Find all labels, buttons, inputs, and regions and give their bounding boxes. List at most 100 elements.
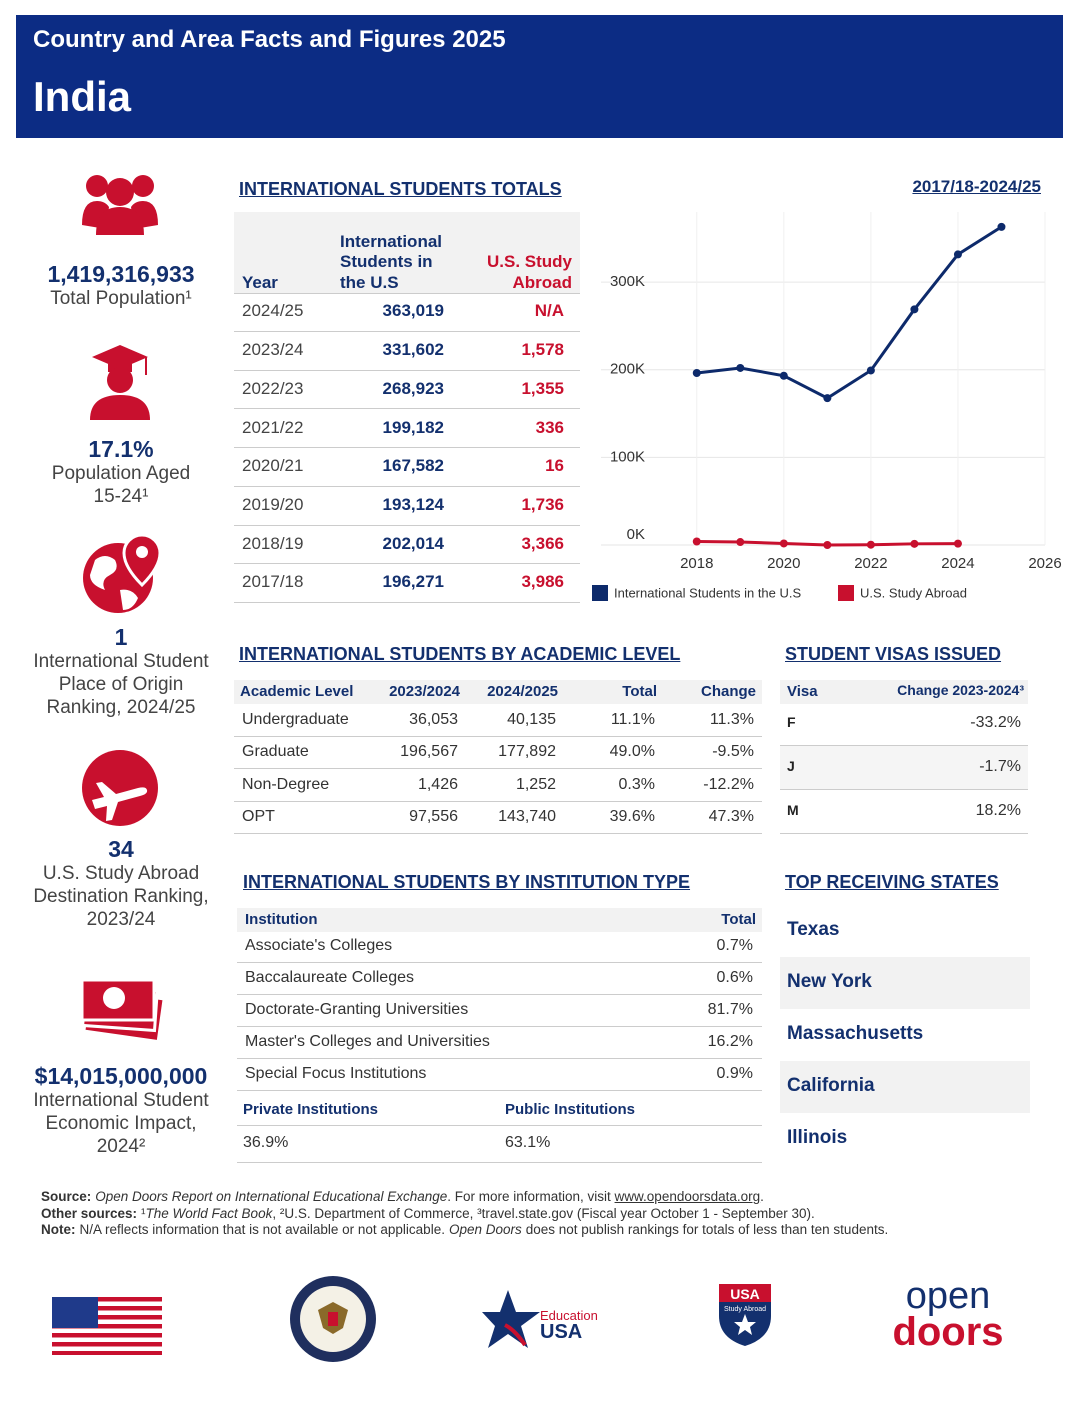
fact-label: Economic Impact, (45, 1113, 197, 1135)
row-divider (237, 1058, 762, 1059)
row-divider (780, 789, 1028, 790)
fact-value: 17.1% (88, 435, 154, 462)
data-point (823, 394, 832, 403)
data-point (866, 366, 875, 375)
cell: 11.1% (610, 711, 655, 729)
footer-other: Other sources: ¹The World Fact Book, ²U.S… (41, 1206, 815, 1221)
cell: Associate's Colleges (245, 937, 393, 955)
cell: Undergraduate (242, 711, 349, 729)
header-title: India (33, 72, 132, 120)
fact-value: $14,015,000,000 (34, 1062, 208, 1089)
cell: 0.3% (618, 775, 655, 793)
cell: Doctorate-Granting Universities (245, 1001, 469, 1019)
cell: 196,567 (400, 743, 458, 761)
state-name: Texas (787, 919, 840, 941)
logo-text: open (906, 1275, 991, 1317)
cell: 16.2% (707, 1033, 753, 1051)
row-bg (780, 1061, 1030, 1113)
row-divider (234, 331, 580, 332)
y-tick-label: 0K (627, 526, 645, 543)
x-tick-label: 2024 (941, 555, 974, 572)
state-seal (290, 1276, 376, 1362)
cell: Non-Degree (242, 775, 330, 793)
row-divider (780, 833, 1028, 834)
cell-year: 2019/20 (242, 494, 304, 514)
cell-value: 1,578 (521, 340, 564, 360)
footer-label: Other sources: (41, 1206, 138, 1221)
footer-text: The World Fact Book (145, 1206, 273, 1221)
section-title: INTERNATIONAL STUDENTS BY INSTITUTION TY… (243, 871, 691, 892)
us-flag (52, 1297, 162, 1355)
cell: 47.3% (708, 807, 754, 825)
cell-value: 199,182 (382, 417, 444, 437)
footer-text: . For more information, visit (447, 1189, 615, 1204)
cell: 49.0% (609, 743, 655, 761)
row-divider (237, 1125, 762, 1126)
column-header: Visa (787, 682, 818, 700)
table-header-bg (234, 212, 580, 293)
section-title: STUDENT VISAS ISSUED (785, 643, 1002, 664)
cell: -1.7% (979, 758, 1021, 776)
legend-label: U.S. Study Abroad (860, 585, 967, 600)
row-divider (234, 832, 762, 834)
row-divider (237, 1162, 762, 1163)
fact-value: 1 (114, 623, 128, 650)
table-header-bg (234, 680, 762, 704)
cell: 81.7% (707, 1001, 753, 1019)
legend-label: International Students in the U.S (614, 585, 802, 600)
cell-year: 2020/21 (242, 456, 304, 476)
row-divider (237, 1026, 762, 1027)
cell-value: 202,014 (382, 533, 444, 553)
data-point (692, 537, 701, 546)
cell-value: 336 (535, 417, 564, 437)
fact-label: U.S. Study Abroad (42, 863, 200, 885)
cell-value: 363,019 (382, 301, 444, 321)
graduate-icon (90, 345, 150, 420)
cell: Baccalaureate Colleges (245, 969, 414, 987)
cell: -12.2% (703, 775, 754, 793)
fact-label: International Student (33, 651, 209, 673)
cell: 39.6% (609, 807, 655, 825)
header-subtitle: Country and Area Facts and Figures 2025 (33, 26, 506, 54)
globe-icon (83, 533, 162, 613)
fact-label: International Student (33, 1090, 209, 1112)
x-tick-label: 2022 (854, 555, 887, 572)
sector-header: Private Institutions (243, 1100, 379, 1118)
state-name: Illinois (787, 1127, 848, 1149)
cell: 0.9% (716, 1065, 753, 1083)
cell-value: 193,124 (382, 494, 444, 514)
column-header: International Students in the U.S (340, 231, 443, 292)
column-header: Total (622, 682, 657, 700)
data-point (736, 538, 745, 547)
x-tick-label: 2026 (1028, 555, 1061, 572)
row-divider (234, 768, 762, 770)
header-band (16, 15, 1063, 138)
cell: 18.2% (975, 802, 1021, 820)
cell-year: 2024/25 (242, 301, 304, 321)
cell: Graduate (242, 743, 309, 761)
data-point (866, 540, 875, 549)
plane-icon (82, 750, 158, 826)
visa-type: F (787, 714, 796, 731)
row-divider (234, 408, 580, 410)
data-point (779, 539, 788, 548)
column-header: 2024/2025 (487, 682, 558, 700)
fact-label: 2023/24 (86, 909, 156, 931)
section-title: INTERNATIONAL STUDENTS BY ACADEMIC LEVEL (239, 643, 681, 664)
footer-link[interactable]: www.opendoorsdata.org (614, 1189, 761, 1204)
fact-label: Destination Ranking, (33, 886, 209, 908)
footer-note: Note: N/A reflects information that is no… (41, 1222, 888, 1237)
money-icon (80, 978, 163, 1040)
column-header: Change (700, 682, 756, 700)
fact-value: 1,419,316,933 (47, 260, 195, 287)
cell: Special Focus Institutions (245, 1065, 427, 1083)
legend-swatch (592, 585, 608, 601)
footer-text: Open Doors (448, 1222, 522, 1237)
footer-text: does not publish rankings for totals of … (525, 1222, 889, 1237)
chart-title: 2017/18-2024/25 (912, 177, 1041, 197)
cell: 143,740 (498, 807, 556, 825)
table-header-bg (780, 680, 1028, 704)
column-header: Total (721, 910, 756, 928)
